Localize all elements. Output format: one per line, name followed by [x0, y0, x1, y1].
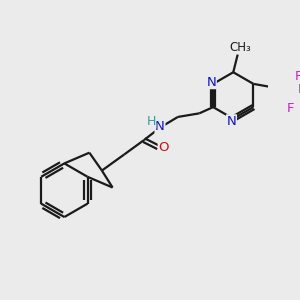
Text: N: N [155, 120, 165, 133]
Text: F: F [286, 102, 294, 116]
Text: O: O [158, 141, 169, 154]
Text: CH₃: CH₃ [230, 41, 251, 54]
Text: N: N [206, 76, 216, 88]
Text: F: F [294, 70, 300, 83]
Text: H: H [146, 115, 156, 128]
Text: N: N [226, 115, 236, 128]
Text: F: F [298, 83, 300, 96]
